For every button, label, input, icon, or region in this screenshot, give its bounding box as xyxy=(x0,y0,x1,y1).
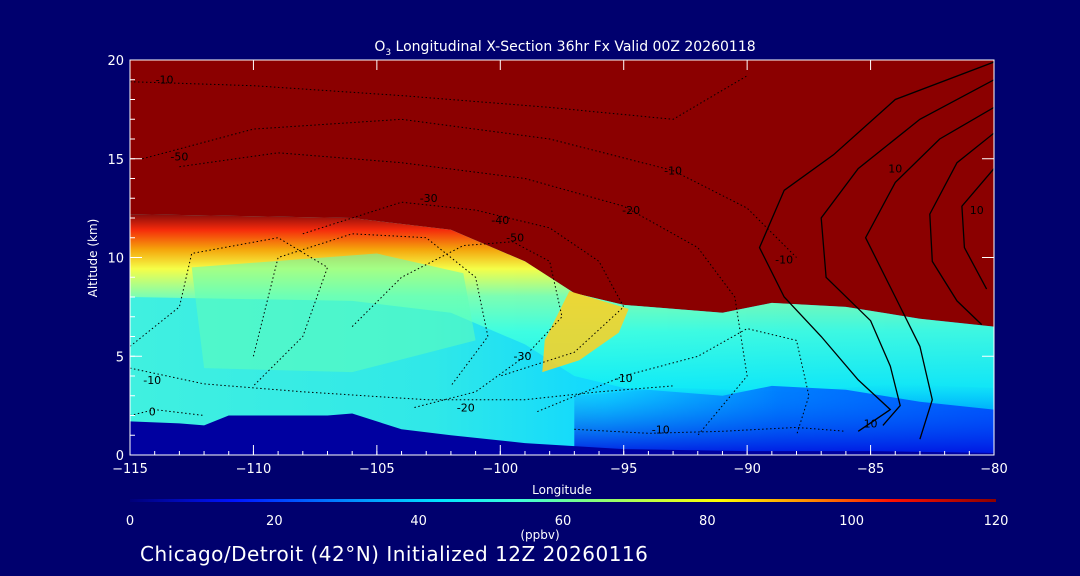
dotted-contour-lines xyxy=(130,75,846,436)
contour-label: 10 xyxy=(970,204,984,217)
colorbar-tick-label: 80 xyxy=(699,514,716,529)
contour-label: -30 xyxy=(514,350,532,363)
x-tick-label: −95 xyxy=(610,462,637,477)
positive-contour xyxy=(758,61,994,432)
contour-label: -50 xyxy=(506,232,524,245)
contour-labels: -10 -50 -30 -40 -50 -10 -20 -10 10 10 -10 0 -30 -20 -1… xyxy=(143,74,983,437)
contour-label: -10 xyxy=(143,374,161,387)
contour-label: -30 xyxy=(420,192,438,205)
tropopause-fold xyxy=(542,291,629,373)
x-tick-label: −105 xyxy=(359,462,395,477)
negative-contour xyxy=(179,152,748,436)
positive-contour xyxy=(864,106,994,440)
x-axis-label: Longitude xyxy=(532,483,592,497)
colorbar-unit-label: (ppbv) xyxy=(520,528,560,542)
colorbar-tick-label: 0 xyxy=(126,514,134,529)
contour-label: -10 xyxy=(615,372,633,385)
low-ozone-boundary-layer xyxy=(574,383,994,455)
negative-contour xyxy=(351,241,563,409)
positive-contour xyxy=(820,79,994,426)
colorbar-tick-label: 120 xyxy=(984,514,1009,529)
y-tick-label: 5 xyxy=(116,350,124,365)
negative-contour xyxy=(574,426,846,434)
topography xyxy=(130,413,994,455)
y-tick-label: 15 xyxy=(107,153,124,168)
negative-contour xyxy=(130,409,205,416)
ozone-filled-field: -10 -50 -30 -40 -50 -10 -20 -10 10 10 -10 0 -30 -20 -1… xyxy=(130,60,994,455)
y-tick-label: 10 xyxy=(107,252,124,267)
contour-label: -10 xyxy=(775,253,793,266)
contour-label: -50 xyxy=(170,151,188,164)
y-tick-label: 20 xyxy=(107,54,124,69)
high-ozone-lobe xyxy=(191,253,476,373)
x-tick-label: −115 xyxy=(112,462,148,477)
positive-contour xyxy=(929,132,994,326)
run-info-footer: Chicago/Detroit (42°N) Initialized 12Z 2… xyxy=(140,542,649,566)
y-tick-label: 0 xyxy=(116,449,124,464)
colorbar-tick-label: 60 xyxy=(555,514,572,529)
x-tick-label: −85 xyxy=(857,462,884,477)
x-tick-label: −80 xyxy=(980,462,1007,477)
contour-label: 10 xyxy=(888,163,902,176)
colorbar-tick-label: 20 xyxy=(266,514,283,529)
solid-contour-lines xyxy=(758,61,994,440)
x-tick-label: −110 xyxy=(236,462,272,477)
contour-label: -10 xyxy=(156,74,174,87)
colorbar-tick-label: 100 xyxy=(839,514,864,529)
contour-label: -10 xyxy=(652,423,670,436)
contour-label: -10 xyxy=(664,165,682,178)
contour-label: -40 xyxy=(491,214,509,227)
colorbar-tick-label: 40 xyxy=(410,514,427,529)
y-axis: 0 5 10 15 20 xyxy=(107,54,994,464)
contour-label: 10 xyxy=(864,417,878,430)
positive-contour xyxy=(961,168,994,290)
negative-contour xyxy=(537,328,810,436)
colorbar-ticks: 0 20 40 60 80 100 120 xyxy=(126,514,1009,529)
x-tick-label: −90 xyxy=(733,462,760,477)
x-axis: −115 −110 −105 −100 −95 −90 −85 −80 xyxy=(112,60,1008,477)
chart-title: O3 Longitudinal X-Section 36hr Fx Valid … xyxy=(374,39,755,58)
x-tick-label: −100 xyxy=(482,462,518,477)
contour-label: 0 xyxy=(149,406,156,419)
negative-contour xyxy=(142,118,797,258)
negative-contour xyxy=(130,237,329,387)
contour-label: -20 xyxy=(622,204,640,217)
contour-label: -20 xyxy=(457,402,475,415)
negative-contour xyxy=(302,201,625,377)
colorbar xyxy=(130,499,996,502)
y-axis-label: Altitude (km) xyxy=(86,219,100,298)
